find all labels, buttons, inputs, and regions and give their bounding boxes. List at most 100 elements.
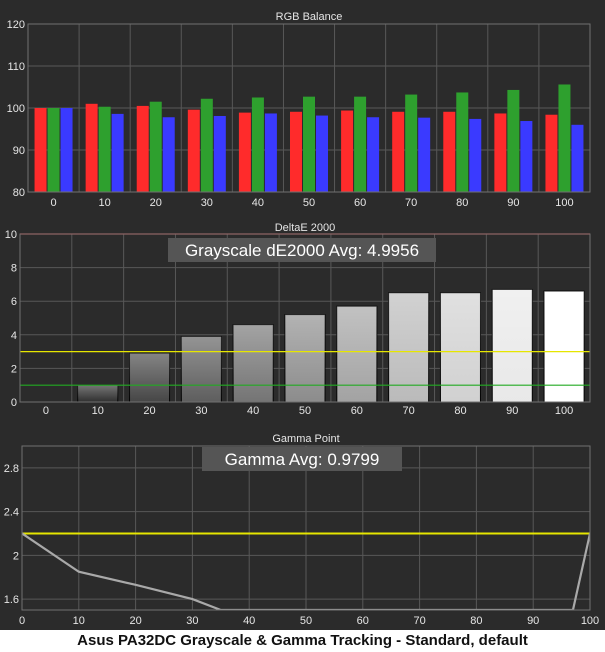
rgb-bar-red <box>545 114 558 192</box>
rgb-bar-green <box>354 96 367 192</box>
rgb-y-tick-label: 90 <box>13 145 25 157</box>
de-y-tick-label: 4 <box>11 330 17 342</box>
rgb-x-tick-label: 50 <box>303 197 315 209</box>
rgb-bar-green <box>251 97 264 192</box>
de-bar-shine <box>440 292 481 402</box>
rgb-bar-red <box>392 111 405 192</box>
gamma-x-tick-label: 0 <box>19 615 25 627</box>
rgb-x-tick-label: 80 <box>456 197 468 209</box>
rgb-bar-green <box>149 101 162 192</box>
rgb-bar-blue <box>520 121 533 192</box>
de-x-tick-label: 40 <box>247 405 259 417</box>
rgb-bar-red <box>34 108 47 192</box>
rgb-bar-green <box>507 89 520 192</box>
rgb-bar-blue <box>213 115 226 192</box>
rgb-y-tick-label: 80 <box>13 187 25 199</box>
de-bar-shine <box>492 289 533 402</box>
de-plot-frame <box>19 233 591 403</box>
de-x-tick-label: 30 <box>195 405 207 417</box>
rgb-bar-green <box>47 108 60 192</box>
rgb-bar-green <box>558 84 571 192</box>
gamma-x-tick-label: 30 <box>186 615 198 627</box>
rgb-x-tick-label: 20 <box>150 197 162 209</box>
rgb-bar-blue <box>367 117 380 192</box>
rgb-bar-blue <box>264 113 277 192</box>
de-x-tick-label: 0 <box>43 405 49 417</box>
de-bar-shine <box>336 306 377 402</box>
rgb-bar-blue <box>111 113 124 192</box>
gamma-x-tick-label: 20 <box>129 615 141 627</box>
de-x-tick-label: 70 <box>403 405 415 417</box>
de-y-tick-label: 10 <box>5 229 17 241</box>
gamma-x-tick-label: 10 <box>73 615 85 627</box>
gamma-x-tick-label: 50 <box>300 615 312 627</box>
de-x-tick-label: 20 <box>143 405 155 417</box>
gamma-x-tick-label: 40 <box>243 615 255 627</box>
de-annotation-box <box>168 238 436 262</box>
rgb-bar-blue <box>418 117 431 192</box>
rgb-bar-red <box>290 111 302 192</box>
rgb-x-tick-label: 0 <box>50 197 56 209</box>
rgb-y-tick-label: 110 <box>7 61 25 73</box>
rgb-bar-green <box>405 94 418 192</box>
rgb-bar-blue <box>162 117 175 192</box>
rgb-y-tick-label: 120 <box>7 19 25 31</box>
rgb-bar-red <box>341 110 354 192</box>
rgb-y-tick-label: 100 <box>7 103 25 115</box>
de-x-tick-label: 90 <box>506 405 518 417</box>
de-y-tick-label: 8 <box>11 263 17 275</box>
gamma-annotation: Gamma Avg: 0.9799 <box>225 450 380 469</box>
gamma-x-tick-label: 70 <box>413 615 425 627</box>
chart-figure: RGB Balance 80 90 100 110 120 0 10 20 30 40 50 60 70 8… <box>0 0 605 630</box>
rgb-x-tick-label: 90 <box>507 197 519 209</box>
rgb-bar-red <box>238 112 251 192</box>
de-x-tick-label: 10 <box>92 405 104 417</box>
rgb-bar-green <box>200 98 213 192</box>
rgb-bar-green <box>303 96 315 192</box>
rgb-bar-blue <box>469 118 482 192</box>
de-y-tick-label: 2 <box>11 363 17 375</box>
de-bar-shine <box>233 324 274 402</box>
rgb-x-tick-label: 70 <box>405 197 417 209</box>
gamma-annotation-box <box>202 447 402 471</box>
rgb-bar-blue <box>316 115 328 192</box>
rgb-plot-frame <box>27 23 591 193</box>
de-bar-shine <box>388 292 429 402</box>
gamma-y-tick-label: 2.8 <box>4 463 19 475</box>
gamma-y-tick-label: 2.4 <box>4 507 19 519</box>
de-bar-shine <box>544 291 585 402</box>
rgb-x-tick-label: 30 <box>201 197 213 209</box>
de-bar-shine <box>77 385 118 402</box>
rgb-x-tick-label: 40 <box>252 197 264 209</box>
de-bar-shine <box>285 314 325 402</box>
rgb-title: RGB Balance <box>276 11 343 23</box>
de-x-tick-label: 100 <box>555 405 573 417</box>
gamma-x-tick-label: 100 <box>581 615 599 627</box>
de-x-tick-label: 50 <box>299 405 311 417</box>
rgb-x-tick-label: 10 <box>99 197 111 209</box>
gamma-y-tick-label: 2 <box>13 550 19 562</box>
rgb-bar-red <box>85 103 98 192</box>
gamma-title: Gamma Point <box>272 433 339 445</box>
de-bar-shine <box>181 336 222 402</box>
de-x-tick-label: 80 <box>454 405 466 417</box>
gamma-x-tick-label: 60 <box>357 615 369 627</box>
rgb-bar-blue <box>60 108 73 192</box>
gamma-x-tick-label: 80 <box>470 615 482 627</box>
rgb-bar-blue <box>571 124 584 192</box>
gamma-series-line <box>22 532 590 610</box>
rgb-bar-green <box>456 92 469 192</box>
rgb-bar-green <box>98 106 111 192</box>
rgb-x-tick-label: 60 <box>354 197 366 209</box>
rgb-x-tick-label: 100 <box>555 197 573 209</box>
de-title: DeltaE 2000 <box>275 222 336 234</box>
rgb-bar-red <box>136 105 149 192</box>
de-y-tick-label: 6 <box>11 296 17 308</box>
de-annotation: Grayscale dE2000 Avg: 4.9956 <box>185 241 419 260</box>
gamma-y-tick-label: 1.6 <box>4 594 19 606</box>
rgb-bar-red <box>494 113 507 192</box>
gamma-x-tick-label: 90 <box>527 615 539 627</box>
de-y-tick-label: 0 <box>11 397 17 409</box>
gamma-plot-frame <box>21 445 591 611</box>
